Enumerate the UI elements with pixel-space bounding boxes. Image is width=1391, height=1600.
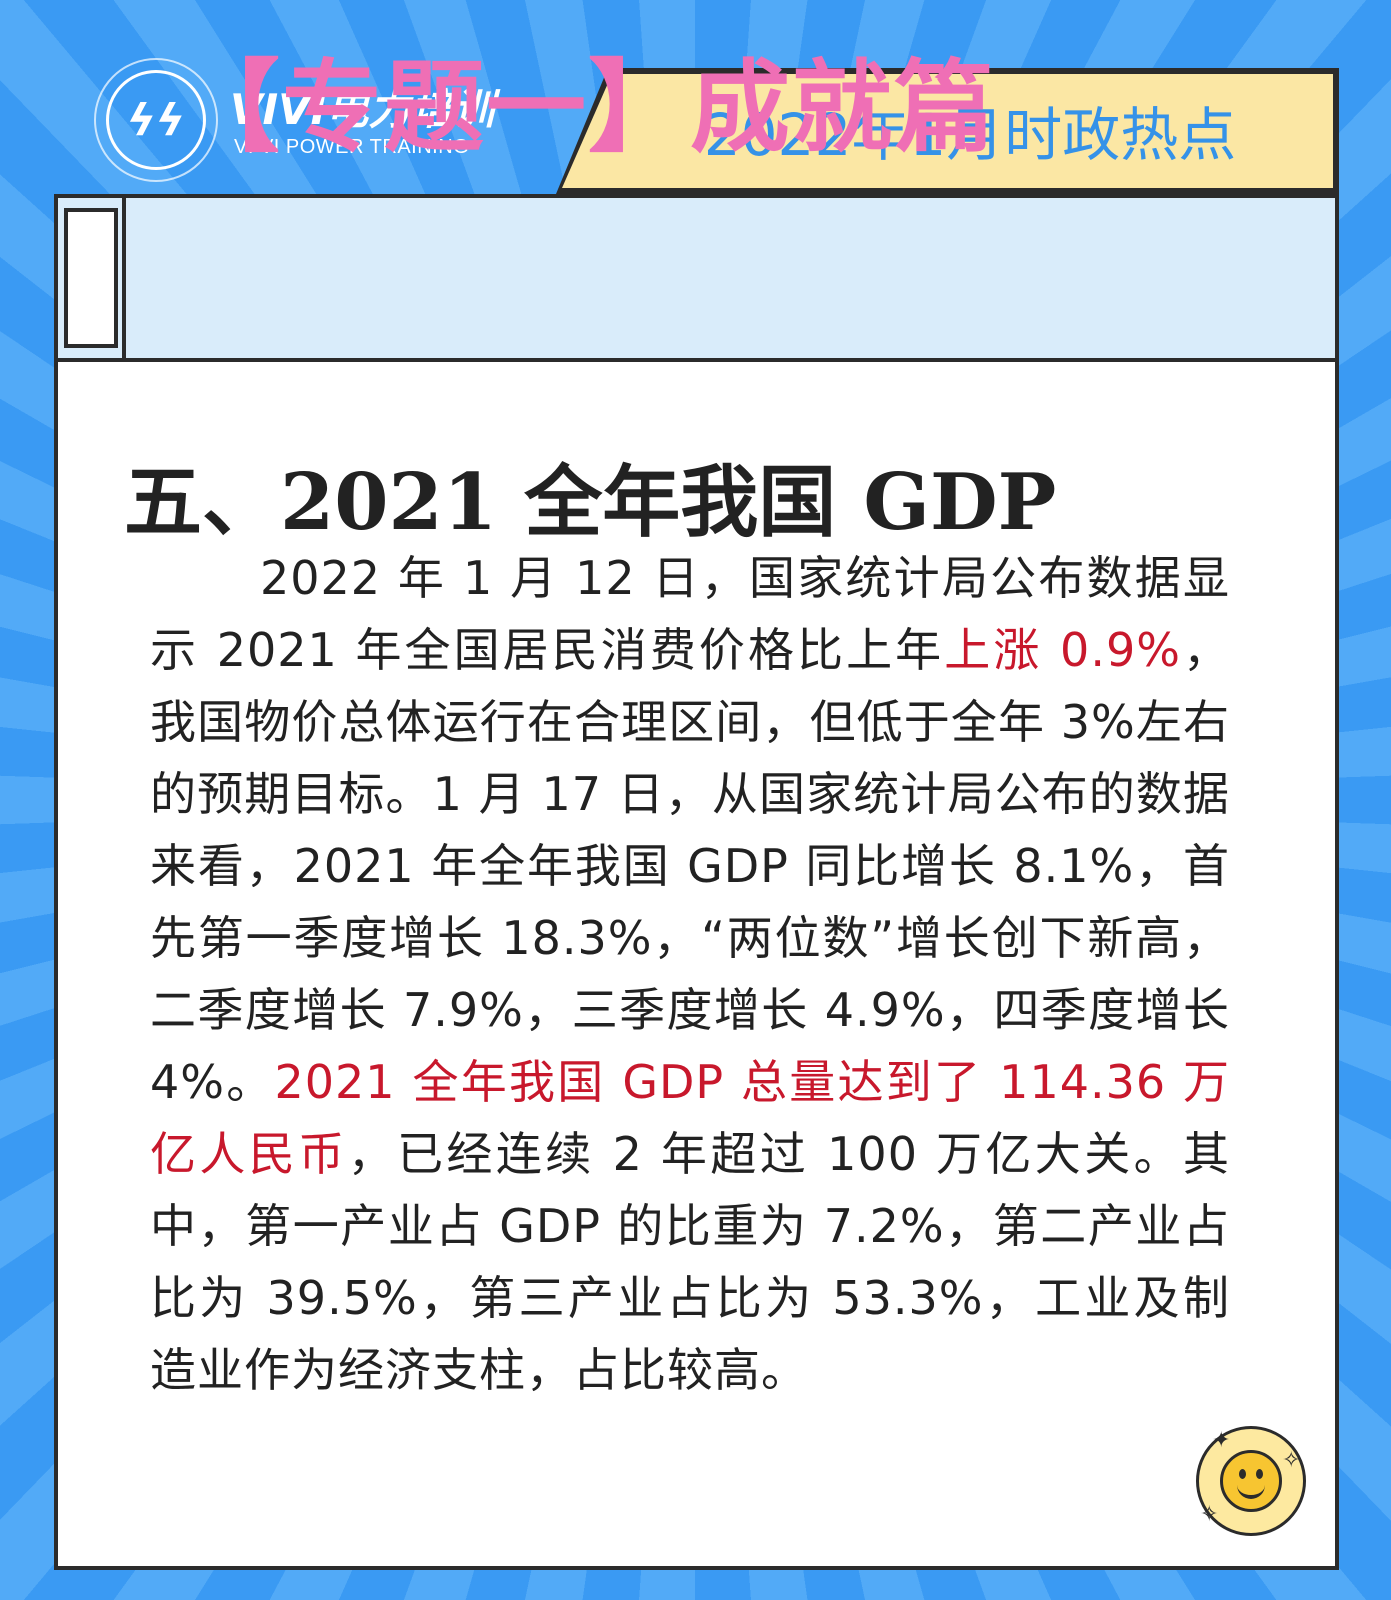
section-heading: 五、2021 全年我国 GDP <box>124 457 1057 548</box>
banner-title: 【专题一】成就篇 <box>180 49 996 166</box>
logo-subtitle: VI VI POWER TRAINING <box>234 136 470 158</box>
logo-mark-icon: ϟϟ <box>106 70 206 170</box>
sparkle-icon: ✦ <box>1212 1428 1231 1453</box>
smiley-mouth <box>1237 1479 1265 1499</box>
logo-title: VIVI电力培训 <box>230 85 495 134</box>
smiley-badge <box>1196 1426 1306 1536</box>
text-segment: 2022 年 1 月 12 日，国家统计局公布数据显示 2021 年全国居民消费… <box>150 551 1230 677</box>
sparkle-icon: ✧ <box>1282 1448 1301 1473</box>
text-segment: ，我国物价总体运行在合理区间，但低于全年 3%左右的预期目标。1 月 17 日，… <box>150 623 1230 1109</box>
smiley-icon <box>1220 1450 1282 1512</box>
logo-ring <box>94 58 218 182</box>
smiley-eye <box>1239 1469 1246 1479</box>
smiley-eye <box>1256 1469 1263 1479</box>
content-panel <box>54 358 1339 1570</box>
banner-divider <box>122 198 126 358</box>
sparkle-icon: ✧ <box>1200 1502 1219 1527</box>
topic-banner <box>54 194 1339 362</box>
brand-logo: ϟϟ VIVI电力培训 VI VI POWER TRAINING <box>94 58 544 182</box>
banner-decor-box <box>64 208 118 348</box>
header-tag-text: 2022年1月时政热点 <box>703 101 1237 169</box>
highlight-text: 2021 全年我国 GDP 总量达到了 114.36 万亿人民币 <box>150 1055 1231 1181</box>
article-paragraph: 2022 年 1 月 12 日，国家统计局公布数据显示 2021 年全国居民消费… <box>150 542 1230 1406</box>
text-segment: ，已经连续 2 年超过 100 万亿大关。其中，第一产业占 GDP 的比重为 7… <box>150 1127 1230 1397</box>
highlight-text: 上涨 0.9% <box>944 623 1181 677</box>
header-tag <box>562 74 1333 188</box>
